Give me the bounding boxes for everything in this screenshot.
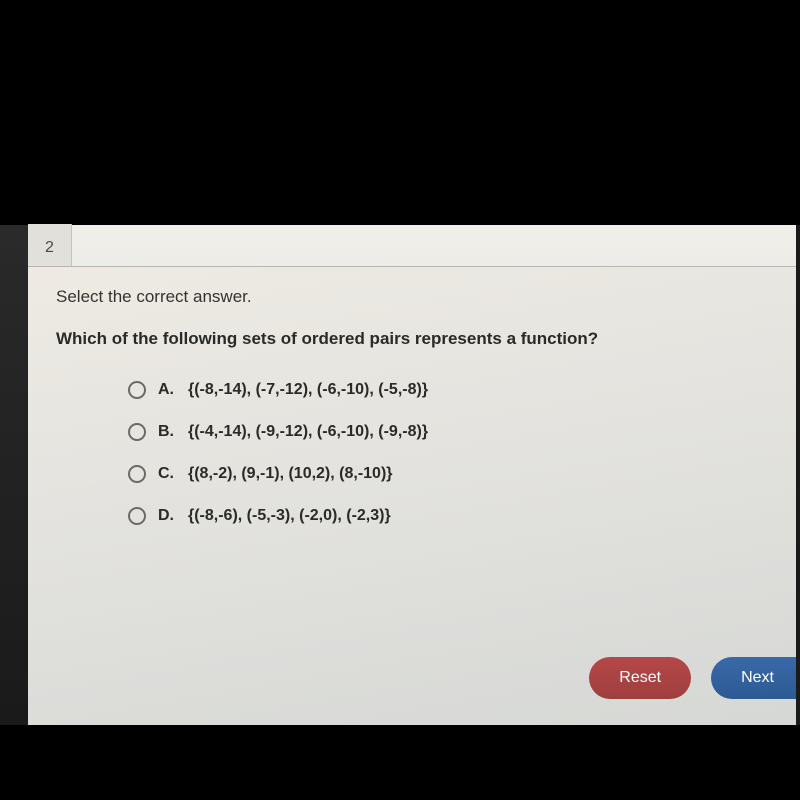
choice-text: {(-4,-14), (-9,-12), (-6,-10), (-9,-8)} — [188, 423, 428, 441]
question-area: Select the correct answer. Which of the … — [28, 267, 796, 555]
radio-icon[interactable] — [128, 465, 146, 483]
bezel-left — [0, 225, 28, 725]
radio-icon[interactable] — [128, 423, 146, 441]
letterbox-top — [0, 0, 800, 225]
radio-icon[interactable] — [128, 507, 146, 525]
choice-text: {(-8,-14), (-7,-12), (-6,-10), (-5,-8)} — [188, 381, 428, 399]
choice-c[interactable]: C. {(8,-2), (9,-1), (10,2), (8,-10)} — [128, 461, 768, 487]
choice-letter: C. — [158, 465, 188, 483]
choice-b[interactable]: B. {(-4,-14), (-9,-12), (-6,-10), (-9,-8… — [128, 419, 768, 445]
choice-letter: D. — [158, 507, 188, 525]
tab-bar: 2 — [28, 225, 796, 267]
question-number-tab[interactable]: 2 — [28, 224, 72, 266]
radio-icon[interactable] — [128, 381, 146, 399]
bezel-right — [796, 225, 800, 725]
instruction-text: Select the correct answer. — [56, 287, 768, 307]
quiz-panel: 2 Select the correct answer. Which of th… — [28, 225, 796, 725]
action-buttons: Reset Next — [589, 657, 796, 699]
letterbox-bottom — [0, 725, 800, 800]
choice-text: {(-8,-6), (-5,-3), (-2,0), (-2,3)} — [188, 507, 391, 525]
choice-list: A. {(-8,-14), (-7,-12), (-6,-10), (-5,-8… — [56, 377, 768, 529]
choice-text: {(8,-2), (9,-1), (10,2), (8,-10)} — [188, 465, 393, 483]
choice-letter: A. — [158, 381, 188, 399]
choice-d[interactable]: D. {(-8,-6), (-5,-3), (-2,0), (-2,3)} — [128, 503, 768, 529]
reset-button[interactable]: Reset — [589, 657, 691, 699]
question-stem: Which of the following sets of ordered p… — [56, 329, 768, 349]
choice-a[interactable]: A. {(-8,-14), (-7,-12), (-6,-10), (-5,-8… — [128, 377, 768, 403]
choice-letter: B. — [158, 423, 188, 441]
next-button[interactable]: Next — [711, 657, 796, 699]
